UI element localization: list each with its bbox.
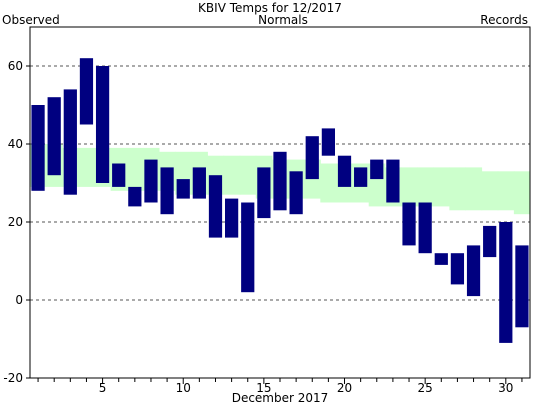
- normal-range-band: [465, 167, 483, 211]
- legend-observed: Observed: [2, 13, 60, 27]
- legend-records: Records: [480, 13, 528, 27]
- observed-bar: [305, 136, 319, 180]
- observed-bar: [112, 163, 126, 187]
- observed-bar: [483, 225, 497, 258]
- normal-range-band: [400, 167, 418, 207]
- observed-bar: [176, 179, 190, 199]
- observed-bar: [144, 159, 158, 203]
- observed-bar: [515, 245, 529, 328]
- observed-bar: [95, 66, 110, 183]
- normal-range-band: [223, 155, 241, 195]
- normal-range-band: [481, 171, 499, 211]
- observed-bar: [79, 58, 94, 125]
- observed-bar: [63, 89, 77, 195]
- x-tick-label: 30: [498, 381, 513, 395]
- observed-bar: [241, 202, 255, 293]
- normal-range-band: [449, 167, 466, 211]
- legend-normals: Normals: [258, 13, 308, 27]
- observed-bar: [273, 151, 287, 211]
- observed-bar: [418, 202, 432, 254]
- y-tick-label: 20: [8, 215, 23, 229]
- x-tick-label: 20: [337, 381, 352, 395]
- normal-range-band: [126, 147, 144, 191]
- observed-bar: [321, 128, 335, 156]
- observed-bar: [434, 253, 448, 265]
- x-axis-label: December 2017: [232, 391, 329, 405]
- observed-bar: [354, 167, 368, 187]
- normal-range-band: [433, 167, 450, 207]
- observed-bar: [47, 97, 61, 176]
- observed-bar: [402, 202, 416, 246]
- normal-range-band: [320, 163, 337, 203]
- y-tick-label: 60: [8, 59, 23, 73]
- plot-area: -20 0 20 40 60 5 10 15 20 25 30: [3, 26, 531, 395]
- y-tick-label: -20: [3, 371, 23, 385]
- observed-bar: [208, 175, 223, 238]
- observed-bar: [450, 253, 465, 285]
- observed-bar: [466, 245, 481, 297]
- observed-bar: [257, 167, 271, 219]
- observed-bar: [225, 198, 239, 238]
- observed-bar: [31, 105, 45, 191]
- y-tick-label: 0: [15, 293, 23, 307]
- normal-range-band: [497, 171, 515, 211]
- observed-bar: [192, 167, 206, 199]
- y-tick-label: 40: [8, 137, 23, 151]
- normal-range-band: [513, 171, 531, 215]
- observed-bar: [289, 171, 303, 215]
- x-tick-label: 10: [176, 381, 191, 395]
- observed-bar: [499, 222, 513, 343]
- normal-range-band: [417, 167, 434, 207]
- x-tick-label: 25: [418, 381, 433, 395]
- x-tick-label: 5: [99, 381, 107, 395]
- normal-range-band: [78, 147, 96, 187]
- observed-bar: [370, 159, 384, 180]
- x-tick-label: 15: [256, 381, 271, 395]
- observed-bar: [337, 155, 352, 187]
- observed-bar: [128, 186, 142, 207]
- observed-bar: [386, 159, 400, 203]
- normal-range-band: [239, 155, 257, 195]
- chart-title: KBIV Temps for 12/2017: [198, 1, 342, 15]
- observed-bar: [160, 167, 174, 215]
